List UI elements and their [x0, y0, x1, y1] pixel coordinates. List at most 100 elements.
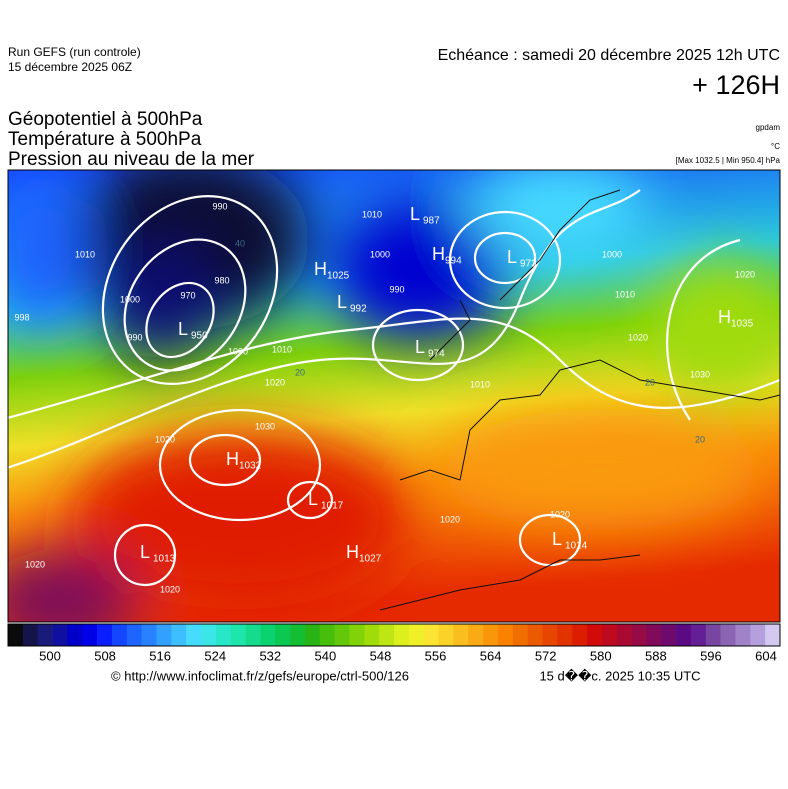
- colorbar-swatch: [438, 624, 454, 646]
- unit: [Max 1032.5 | Min 950.4] hPa: [676, 156, 781, 165]
- isobar-label: 1020: [155, 434, 175, 444]
- isotherm-label: 20: [695, 434, 705, 444]
- center-kind: L: [507, 247, 517, 267]
- isobar-label: 990: [127, 332, 142, 342]
- colorbar-swatch: [171, 624, 187, 646]
- isobar-label: 1030: [255, 421, 275, 431]
- isobar-label: 1010: [470, 379, 490, 389]
- colorbar-swatch: [497, 624, 514, 646]
- colorbar-swatch: [364, 624, 380, 646]
- isobar-label: 998: [14, 312, 29, 322]
- colorbar-swatch: [557, 624, 573, 646]
- colorbar-label: 548: [370, 648, 392, 663]
- colorbar-swatch: [37, 624, 53, 646]
- isobar-label: 1000: [602, 249, 622, 259]
- center-kind: H: [226, 449, 239, 469]
- center-kind: L: [178, 319, 188, 339]
- isobar-label: 1010: [75, 249, 95, 259]
- isobar-label: 1020: [160, 584, 180, 594]
- center-kind: L: [552, 529, 562, 549]
- center-value: 987: [423, 216, 440, 227]
- colorbar-swatch: [186, 624, 202, 646]
- colorbar-swatch: [260, 624, 276, 646]
- colorbar-swatch: [319, 624, 335, 646]
- center-kind: L: [415, 337, 425, 357]
- center-kind: L: [410, 204, 420, 224]
- colorbar-swatch: [453, 624, 469, 646]
- isobar-label: 1020: [550, 509, 570, 519]
- field-name: Géopotentiel à 500hPa: [8, 109, 203, 130]
- isobar-label: 990: [389, 284, 404, 294]
- colorbar-label: 508: [94, 648, 116, 663]
- isobar-label: 1000: [228, 346, 248, 356]
- center-kind: H: [346, 542, 359, 562]
- colorbar-swatch: [245, 624, 261, 646]
- map-frame: [7, 169, 781, 623]
- unit: °C: [771, 142, 780, 151]
- isobar-label: 1020: [735, 269, 755, 279]
- center-value: 1025: [327, 271, 350, 282]
- center-value: 1014: [565, 541, 588, 552]
- center-kind: H: [314, 259, 327, 279]
- center-value: 950: [191, 331, 208, 342]
- isobar-label: 1010: [272, 344, 292, 354]
- colorbar-label: 516: [149, 648, 171, 663]
- colorbar-swatch: [111, 624, 128, 646]
- unit: gpdam: [756, 123, 781, 132]
- center-value: 973: [520, 259, 537, 270]
- colorbar-label: 556: [425, 648, 447, 663]
- colorbar-swatch: [290, 624, 306, 646]
- colorbar-label: 604: [755, 648, 777, 663]
- colorbar-swatch: [275, 624, 291, 646]
- colorbar-swatch: [97, 624, 113, 646]
- lead-time: + 126H: [692, 70, 780, 100]
- colorbar-label: 596: [700, 648, 722, 663]
- colorbar-swatch: [126, 624, 142, 646]
- colorbar-swatch: [304, 624, 321, 646]
- colorbar-swatch: [82, 624, 98, 646]
- colorbar-swatch: [423, 624, 439, 646]
- colorbar-swatch: [676, 624, 692, 646]
- isobar-label: 1020: [25, 559, 45, 569]
- colorbar-swatch: [527, 624, 543, 646]
- center-value: 1027: [359, 554, 382, 565]
- colorbar-swatch: [156, 624, 172, 646]
- colorbar-swatch: [765, 624, 781, 646]
- center-value: 1035: [731, 319, 754, 330]
- isobar-label: 970: [180, 290, 195, 300]
- colorbar-swatch: [201, 624, 217, 646]
- colorbar-swatch: [52, 624, 68, 646]
- center-kind: H: [718, 307, 731, 327]
- source: © http://www.infoclimat.fr/z/gefs/europe…: [111, 668, 409, 683]
- colorbar-swatch: [468, 624, 484, 646]
- colorbar-label: 588: [645, 648, 667, 663]
- field-name: Pression au niveau de la mer: [8, 149, 255, 170]
- center-value: 994: [445, 256, 462, 267]
- colorbar-label: 524: [204, 648, 226, 663]
- colorbar-swatch: [215, 624, 231, 646]
- colorbar-label: 500: [39, 648, 61, 663]
- colorbar-swatch: [8, 624, 24, 646]
- isobar-label: 1010: [362, 209, 382, 219]
- colorbar-swatch: [230, 624, 246, 646]
- colorbar-label: 580: [590, 648, 612, 663]
- colorbar-label: 532: [259, 648, 281, 663]
- colorbar-frame: [7, 623, 781, 647]
- colorbar-label: 564: [480, 648, 502, 663]
- isobar-label: 1020: [440, 514, 460, 524]
- colorbar-swatch: [394, 624, 410, 646]
- run-date: 15 décembre 2025 06Z: [8, 60, 132, 74]
- center-value: 992: [350, 304, 367, 315]
- center-value: 1032: [239, 461, 262, 472]
- colorbar-swatch: [720, 624, 736, 646]
- colorbar-swatch: [334, 624, 350, 646]
- isotherm-label: 40: [235, 238, 245, 248]
- colorbar-swatch: [67, 624, 83, 646]
- isobar-label: 990: [212, 201, 227, 211]
- center-value: 974: [428, 349, 445, 360]
- colorbar-swatch: [512, 624, 528, 646]
- isotherm-label: 20: [645, 377, 655, 387]
- center-kind: L: [337, 292, 347, 312]
- colorbar-swatch: [22, 624, 38, 646]
